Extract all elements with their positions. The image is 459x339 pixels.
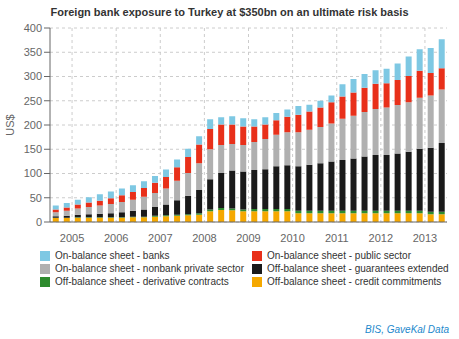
svg-text:50: 50 (30, 192, 42, 204)
svg-text:2008: 2008 (192, 232, 216, 244)
html-text:Off-balance sheet - guarantees: Off-balance sheet - guarantees extended (267, 263, 449, 274)
svg-text:2005: 2005 (60, 232, 84, 244)
html-text:Off-balance sheet - credit com: Off-balance sheet - credit commitments (267, 276, 442, 287)
html-text:BIS, GaveKal Data: BIS, GaveKal Data (365, 324, 449, 335)
svg-text:2006: 2006 (104, 232, 128, 244)
svg-text:2011: 2011 (325, 232, 349, 244)
html-text:Foreign bank exposure to Turke: Foreign bank exposure to Turkey at $350b… (50, 6, 409, 18)
html-text:On-balance sheet - public sect: On-balance sheet - public sector (267, 250, 411, 261)
svg-text:350: 350 (24, 46, 42, 58)
html-text:On-balance sheet - nonbank pri: On-balance sheet - nonbank private secto… (55, 263, 244, 274)
html-text:Off-balance sheet - derivative: Off-balance sheet - derivative contracts (55, 276, 229, 287)
svg-text:2010: 2010 (280, 232, 304, 244)
html-text:On-balance sheet - banks: On-balance sheet - banks (55, 250, 170, 261)
svg-text:US$: US$ (8, 114, 16, 135)
svg-text:100: 100 (24, 167, 42, 179)
svg-text:400: 400 (24, 22, 42, 34)
svg-text:200: 200 (24, 119, 42, 131)
svg-text:2012: 2012 (369, 232, 393, 244)
svg-text:2009: 2009 (236, 232, 260, 244)
svg-text:2007: 2007 (148, 232, 172, 244)
svg-text:250: 250 (24, 95, 42, 107)
svg-text:0: 0 (36, 216, 42, 228)
svg-text:150: 150 (24, 143, 42, 155)
svg-text:300: 300 (24, 70, 42, 82)
svg-text:2013: 2013 (413, 232, 437, 244)
